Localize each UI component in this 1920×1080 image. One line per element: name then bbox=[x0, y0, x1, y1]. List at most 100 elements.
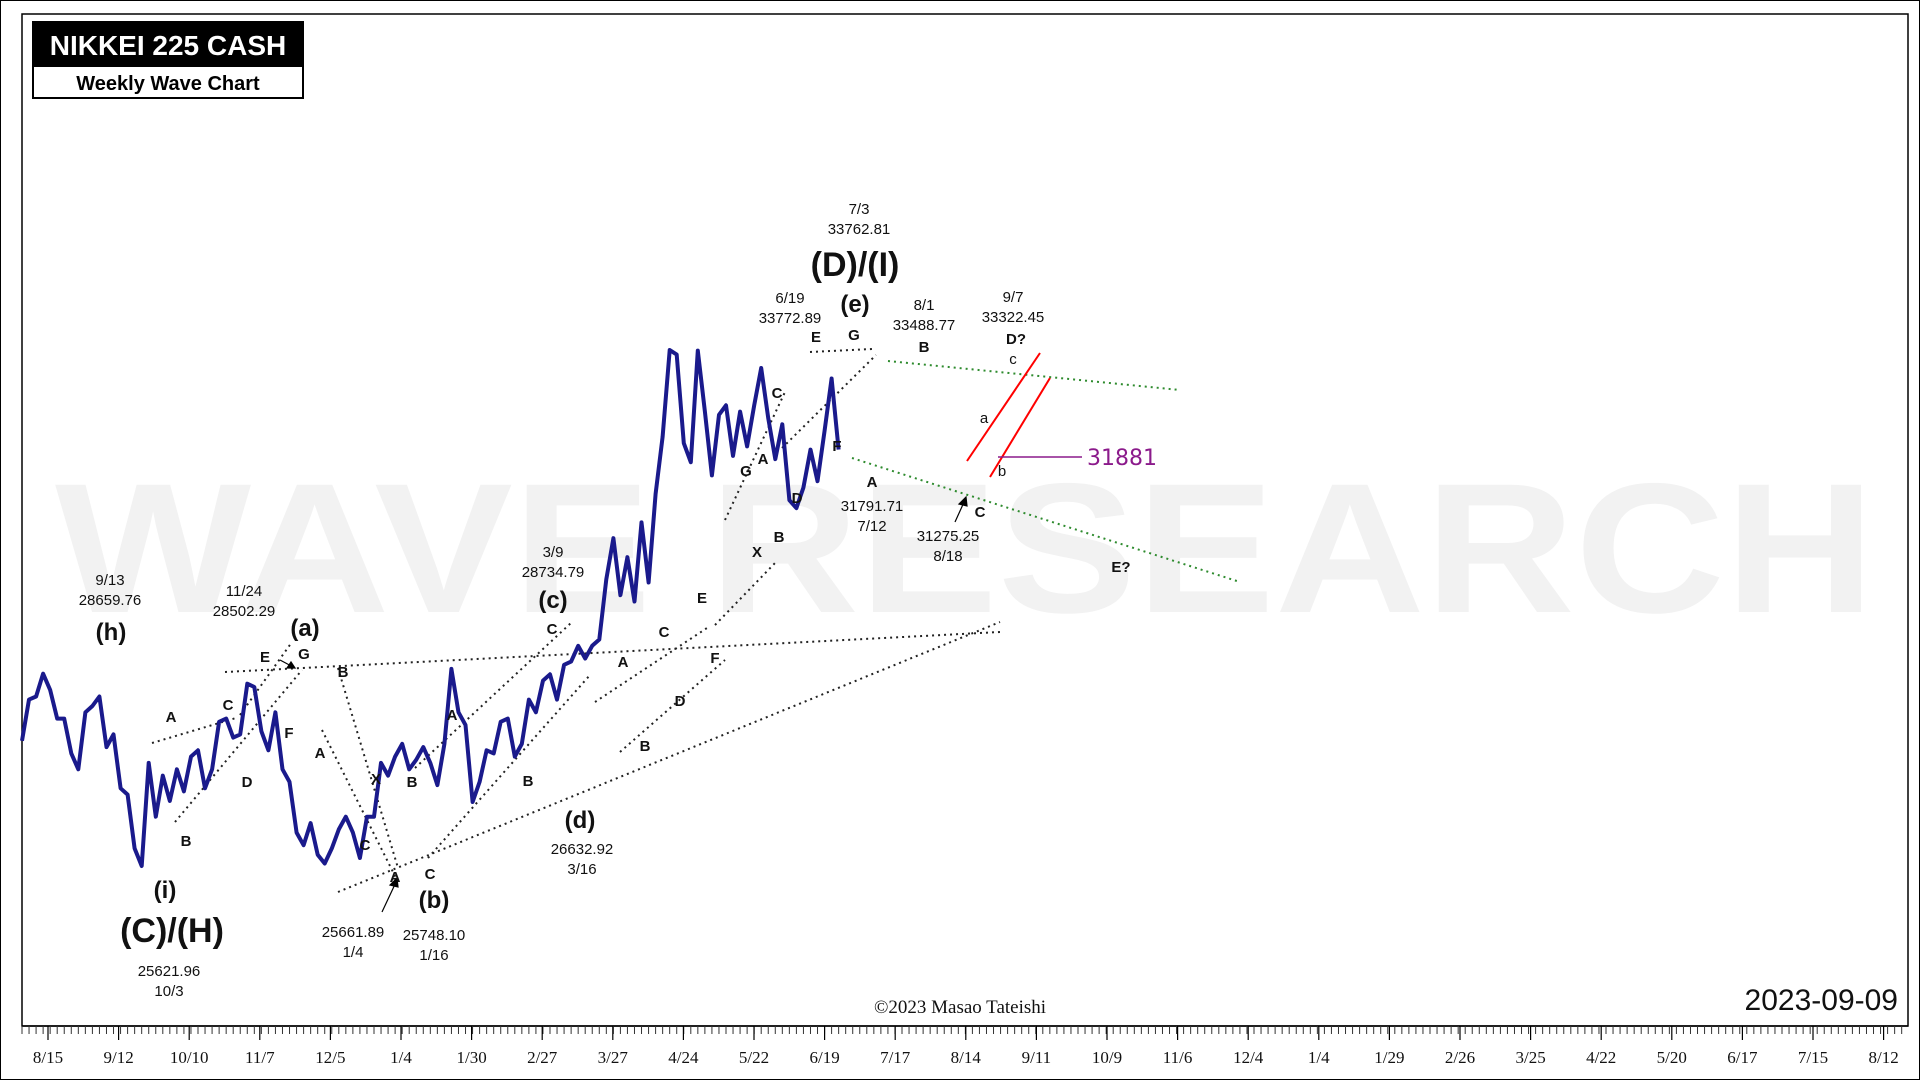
wave-label: F bbox=[284, 725, 293, 742]
x-tick-label: 1/30 bbox=[456, 1048, 486, 1067]
wave-label: B bbox=[181, 833, 192, 850]
plot-border bbox=[21, 13, 1909, 1027]
x-tick-label: 7/17 bbox=[880, 1048, 911, 1067]
price-note-0309: 3/9 28734.79 bbox=[522, 544, 585, 581]
chart-title: NIKKEI 225 CASH bbox=[50, 30, 287, 61]
wave-label: E? bbox=[1111, 559, 1130, 576]
wave-label: A bbox=[618, 654, 629, 671]
price-note-0703: 7/3 33762.81 bbox=[828, 201, 891, 238]
trend-line bbox=[714, 562, 776, 626]
wave-label: D bbox=[242, 774, 253, 791]
note-date: 10/3 bbox=[154, 983, 183, 1000]
wave-label: G bbox=[298, 646, 310, 663]
red-channel bbox=[966, 352, 1051, 478]
wave-label: A bbox=[166, 709, 177, 726]
degree-label: (d) bbox=[565, 807, 596, 834]
degree-label: (i) bbox=[154, 877, 177, 904]
price-note-1124: 11/24 28502.29 bbox=[213, 583, 276, 620]
price-note-0316: 26632.92 3/16 bbox=[551, 841, 614, 878]
trend-line bbox=[337, 667, 399, 869]
wave-label: B bbox=[774, 529, 785, 546]
price-notes: 9/13 28659.76 25621.96 10/3 11/24 28502.… bbox=[79, 201, 1045, 1000]
wave-label: X bbox=[752, 544, 762, 561]
x-tick-label: 10/9 bbox=[1092, 1048, 1122, 1067]
note-price: 25661.89 bbox=[322, 924, 385, 941]
wave-label: D? bbox=[1006, 331, 1026, 348]
note-date: 8/1 bbox=[914, 297, 935, 314]
note-date: 1/16 bbox=[419, 947, 448, 964]
price-note-0907: 9/7 33322.45 bbox=[982, 289, 1045, 326]
wave-label: A bbox=[315, 745, 326, 762]
x-tick-label: 11/6 bbox=[1163, 1048, 1193, 1067]
note-date: 11/24 bbox=[226, 583, 262, 600]
x-tick-label: 5/20 bbox=[1657, 1048, 1687, 1067]
arrow-head bbox=[285, 660, 297, 669]
note-price: 25621.96 bbox=[138, 963, 201, 980]
degree-label: (e) bbox=[840, 291, 869, 318]
degree-label: (b) bbox=[419, 887, 450, 914]
note-date: 1/4 bbox=[343, 944, 364, 961]
x-tick-label: 12/5 bbox=[315, 1048, 345, 1067]
note-date: 8/18 bbox=[933, 548, 962, 565]
x-tick-label: 9/12 bbox=[103, 1048, 133, 1067]
wave-label: G bbox=[848, 327, 860, 344]
wave-label: B bbox=[640, 738, 651, 755]
wave-label: C bbox=[772, 385, 783, 402]
price-note-0116: 25748.10 1/16 bbox=[403, 927, 466, 964]
pointer-arrows bbox=[279, 495, 968, 913]
note-price: 28734.79 bbox=[522, 564, 585, 581]
trend-line bbox=[809, 348, 873, 353]
wave-label: C bbox=[223, 697, 234, 714]
x-tick-label: 9/11 bbox=[1022, 1048, 1052, 1067]
wave-label: F bbox=[710, 650, 719, 667]
x-tick-label: 1/4 bbox=[1308, 1048, 1330, 1067]
x-tick-label: 6/19 bbox=[809, 1048, 839, 1067]
degree-label: (a) bbox=[290, 615, 319, 642]
arrow-head bbox=[388, 876, 399, 888]
price-note-0913: 9/13 28659.76 bbox=[79, 572, 142, 609]
wave-label: X bbox=[371, 771, 381, 788]
wave-label: B bbox=[523, 773, 534, 790]
note-price: 33772.89 bbox=[759, 310, 822, 327]
wave-label: C bbox=[360, 837, 371, 854]
wave-label: D bbox=[792, 490, 803, 507]
price-note-0801: 8/1 33488.77 bbox=[893, 297, 956, 334]
price-note-0619: 6/19 33772.89 bbox=[759, 290, 822, 327]
x-tick-label: 8/15 bbox=[33, 1048, 63, 1067]
note-date: 6/19 bbox=[775, 290, 804, 307]
x-tick-label: 1/29 bbox=[1374, 1048, 1404, 1067]
note-date: 3/16 bbox=[567, 861, 596, 878]
wave-label: c bbox=[1009, 351, 1017, 368]
wave-label: D bbox=[675, 693, 686, 710]
note-date: 3/9 bbox=[543, 544, 564, 561]
price-series-line bbox=[20, 348, 841, 868]
price-note-1003: 25621.96 10/3 bbox=[138, 963, 201, 1000]
note-date: 9/7 bbox=[1003, 289, 1024, 306]
note-price: 28502.29 bbox=[213, 603, 276, 620]
x-axis-tick-labels: 8/15 9/12 10/10 11/7 12/5 1/4 1/30 2/27 3/27 4/24… bbox=[33, 1026, 1899, 1067]
note-price: 25748.10 bbox=[403, 927, 466, 944]
wave-label: A bbox=[758, 451, 769, 468]
degree-label: (c) bbox=[538, 587, 567, 614]
date-stamp: 2023-09-09 bbox=[1745, 984, 1898, 1017]
wave-label: C bbox=[975, 504, 986, 521]
x-tick-label: 1/4 bbox=[390, 1048, 412, 1067]
title-box-fill bbox=[34, 23, 302, 67]
wave-label: C bbox=[425, 866, 436, 883]
note-date: 7/3 bbox=[849, 201, 870, 218]
wave-label: G bbox=[740, 463, 752, 480]
note-price: 31275.25 bbox=[917, 528, 980, 545]
wave-label: C bbox=[659, 624, 670, 641]
wave-label: A bbox=[390, 869, 401, 886]
wave-label: E bbox=[260, 649, 270, 666]
wave-label: A bbox=[867, 474, 878, 491]
guide-lines bbox=[851, 360, 1241, 583]
price-note-0818: 31275.25 8/18 bbox=[917, 528, 980, 565]
note-price: 33322.45 bbox=[982, 309, 1045, 326]
degree-label: (h) bbox=[96, 619, 127, 646]
degree-label: (C)/(H) bbox=[120, 912, 224, 950]
x-tick-label: 6/17 bbox=[1727, 1048, 1758, 1067]
x-tick-label: 5/22 bbox=[739, 1048, 769, 1067]
note-price: 28659.76 bbox=[79, 592, 142, 609]
